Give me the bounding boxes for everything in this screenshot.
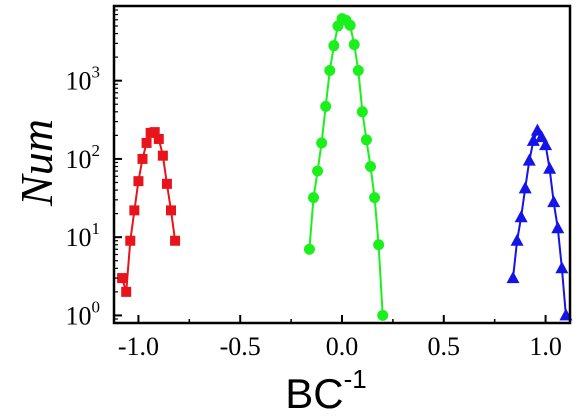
square-marker	[117, 273, 128, 284]
circle-marker	[308, 192, 319, 204]
x-axis-label-superscript: -1	[344, 364, 367, 394]
y-tick-label: 103	[66, 63, 101, 96]
square-marker	[141, 137, 152, 148]
circle-marker	[373, 239, 385, 251]
square-marker	[121, 286, 132, 297]
series-circle	[303, 13, 389, 321]
series-triangle	[506, 123, 573, 321]
circle-marker	[360, 134, 372, 146]
triangle-marker	[514, 210, 528, 223]
triangle-marker	[555, 261, 569, 274]
circle-marker	[365, 161, 376, 173]
x-axis-label: BC-1	[285, 364, 366, 417]
square-marker	[133, 176, 144, 187]
square-marker	[125, 235, 136, 246]
square-marker	[166, 205, 176, 216]
y-tick-label: 102	[66, 141, 101, 174]
series-square	[117, 127, 181, 297]
y-axis: 100 101 102 103	[66, 5, 122, 330]
x-tick-label: -0.5	[220, 332, 261, 361]
circle-marker	[328, 40, 340, 52]
x-tick-label: 0.5	[428, 332, 461, 361]
plot-frame	[112, 4, 572, 325]
square-marker	[161, 178, 172, 189]
x-tick-label: -1.0	[118, 332, 159, 361]
square-marker	[149, 127, 160, 138]
circle-marker	[344, 19, 356, 31]
series-layer	[117, 13, 573, 321]
square-marker	[137, 153, 148, 164]
circle-marker	[348, 38, 360, 50]
triangle-marker	[539, 138, 553, 151]
square-marker	[157, 150, 168, 161]
square-marker	[129, 205, 140, 216]
triangle-marker	[518, 181, 532, 194]
y-tick-label: 101	[66, 219, 101, 252]
circle-marker	[316, 137, 328, 149]
circle-marker	[377, 309, 389, 321]
triangle-marker	[526, 133, 540, 146]
circle-marker	[320, 100, 332, 112]
x-axis-label-base: BC	[285, 370, 343, 417]
circle-marker	[324, 64, 336, 76]
x-axis: -1.0 -0.5 0.0 0.5 1.0	[118, 315, 562, 361]
x-tick-label: 1.0	[529, 332, 562, 361]
square-marker	[170, 235, 181, 246]
x-tick-label: 0.0	[326, 332, 359, 361]
triangle-marker	[522, 153, 536, 166]
circle-marker	[352, 64, 364, 76]
circle-marker	[369, 192, 381, 204]
triangle-marker	[543, 161, 557, 174]
circle-marker	[312, 165, 324, 177]
triangle-marker	[506, 271, 520, 284]
y-axis-label: Num	[11, 119, 62, 207]
triangle-marker	[547, 195, 561, 208]
triangle-marker	[535, 130, 548, 143]
circle-marker	[303, 243, 315, 255]
circle-marker	[356, 106, 368, 118]
triangle-marker	[510, 233, 524, 246]
y-tick-label: 100	[66, 297, 101, 330]
triangle-marker	[551, 221, 565, 234]
square-marker	[153, 133, 164, 144]
